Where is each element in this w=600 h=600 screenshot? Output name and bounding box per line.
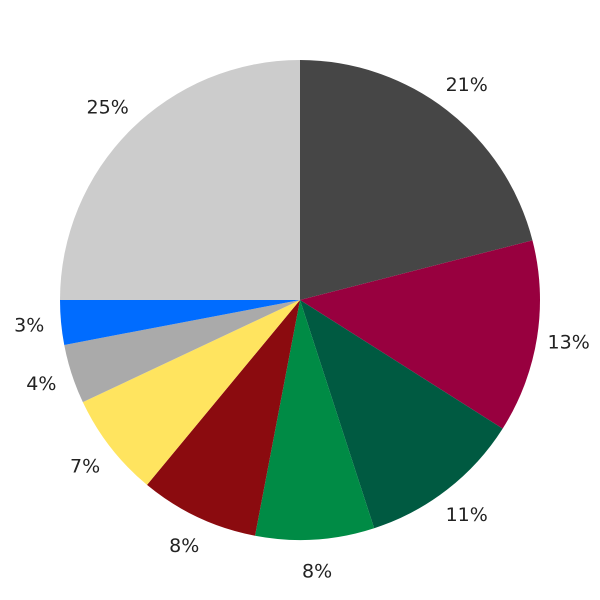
slice-label: 3% — [14, 315, 44, 337]
pie-slice — [82, 300, 300, 485]
slice-label: 8% — [169, 535, 199, 557]
pie-slice — [300, 240, 540, 429]
slice-label: 25% — [87, 97, 129, 119]
slice-label: 4% — [26, 373, 56, 395]
slice-label: 21% — [446, 74, 488, 96]
slice-label: 11% — [446, 504, 488, 526]
pie-slice — [300, 300, 503, 529]
pie-slice — [60, 60, 300, 300]
pie-slice — [255, 300, 375, 540]
pie-slice — [64, 300, 300, 403]
pie-slice — [147, 300, 300, 536]
slice-label: 8% — [302, 560, 332, 582]
slice-label: 7% — [70, 456, 100, 478]
slice-label: 13% — [548, 332, 590, 354]
pie-slice — [300, 60, 533, 300]
pie-slice — [60, 300, 300, 345]
